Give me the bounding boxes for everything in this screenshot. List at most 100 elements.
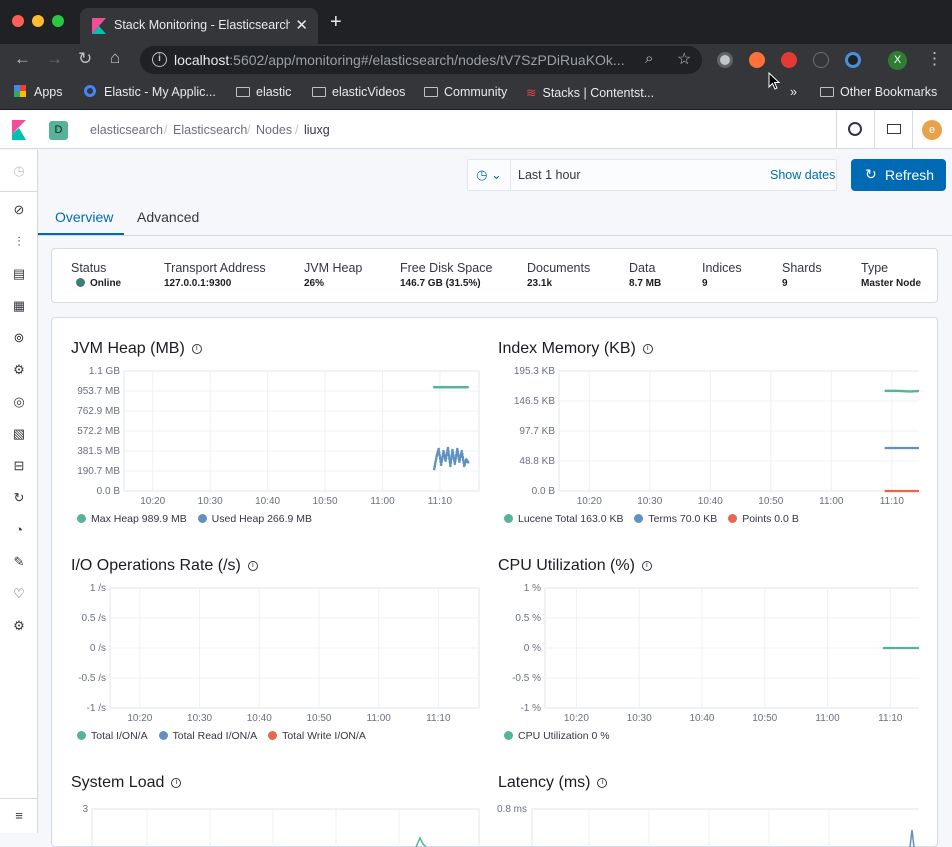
browser-tab[interactable]: Stack Monitoring - Elasticsearch ✕ — [80, 8, 318, 44]
data-point — [886, 489, 890, 493]
visualize-icon[interactable]: ⫶ — [17, 234, 21, 249]
newsfeed-mail-icon[interactable] — [887, 124, 901, 134]
bookmark-elasticvideos[interactable]: elasticVideos — [312, 85, 405, 99]
status-value: Online — [90, 278, 122, 289]
logs-icon[interactable]: ▧ — [12, 426, 26, 441]
apm-icon[interactable]: ⊟ — [13, 458, 25, 473]
zoom-icon[interactable]: ⌕ — [645, 50, 654, 67]
uptime-icon[interactable]: ↻ — [13, 490, 25, 505]
address-bar[interactable]: i localhost:5602/app/monitoring#/elastic… — [140, 46, 702, 74]
data-point — [458, 458, 462, 461]
legend-item-lucene-total[interactable]: Lucene Total 163.0 KB — [504, 513, 623, 525]
show-dates-link[interactable]: Show dates — [770, 168, 836, 182]
series-line-used-heap — [433, 447, 470, 470]
folder-icon — [820, 87, 834, 97]
collapse-nav-icon[interactable]: ≡ — [15, 808, 23, 823]
minimize-window-button[interactable] — [32, 15, 44, 27]
extension-info-icon[interactable] — [813, 52, 829, 68]
data-point — [916, 446, 919, 450]
data-point — [460, 452, 464, 456]
help-icon[interactable] — [848, 122, 862, 136]
info-icon[interactable]: i — [597, 778, 608, 788]
y-tick-label: 953.7 MB — [77, 386, 120, 397]
dev-tools-icon[interactable]: ✎ — [13, 554, 25, 569]
dashboard-icon[interactable]: ▤ — [12, 266, 26, 281]
data-point — [458, 460, 461, 463]
breadcrumb-elasticsearch-cluster[interactable]: elasticsearch — [90, 123, 163, 137]
elastic-circle-icon — [84, 85, 96, 97]
management-icon[interactable]: ⚙ — [13, 618, 25, 633]
info-icon[interactable]: i — [247, 561, 258, 571]
extension-orange-icon[interactable] — [749, 52, 765, 68]
data-point — [440, 458, 444, 461]
close-window-button[interactable] — [12, 15, 24, 27]
tab-overview[interactable]: Overview — [55, 209, 114, 225]
bookmark-elastic-my-applic[interactable]: Elastic - My Applic... — [84, 85, 216, 99]
stack-monitoring-icon[interactable]: ♡ — [13, 586, 25, 601]
canvas-icon[interactable]: ▦ — [12, 298, 26, 313]
user-avatar[interactable]: e — [922, 120, 942, 140]
discover-icon[interactable]: ⊘ — [13, 202, 25, 217]
profile-avatar[interactable]: X — [888, 51, 907, 70]
quick-menu-button[interactable]: ◷ ⌄ — [468, 160, 511, 190]
bookmark-elastic[interactable]: elastic — [236, 85, 291, 99]
data-point — [889, 446, 892, 450]
bookmark-star-icon[interactable]: ☆ — [677, 51, 692, 68]
space-avatar[interactable]: D — [49, 121, 68, 140]
data-point — [901, 446, 905, 450]
data-point — [906, 489, 909, 493]
legend-item-cpu-utilization[interactable]: CPU Utilization 0 % — [504, 730, 610, 742]
zoom-window-button[interactable] — [52, 15, 64, 27]
legend-item-total-io[interactable]: Total I/ON/A — [77, 730, 148, 742]
extension-grey-icon[interactable] — [717, 52, 733, 68]
other-bookmarks[interactable]: Other Bookmarks — [820, 85, 937, 99]
time-picker[interactable]: ◷ ⌄ Last 1 hour Show dates — [467, 159, 837, 191]
extension-blue-icon[interactable] — [845, 52, 861, 68]
recently-viewed-icon[interactable]: ◷ — [13, 163, 25, 178]
legend-item-points[interactable]: Points 0.0 B — [728, 513, 799, 525]
chart-title-latency: Latency (ms) i — [498, 774, 608, 792]
index-memory-chart: 195.3 KB 146.5 KB 97.7 KB 48.8 KB 0.0 B 10:20… — [514, 366, 919, 506]
data-point — [454, 456, 458, 460]
breadcrumb-nodes[interactable]: Nodes — [256, 123, 293, 137]
maps-icon[interactable]: ⊚ — [13, 330, 25, 345]
breadcrumb-elasticsearch[interactable]: Elasticsearch — [173, 123, 248, 137]
infrastructure-icon[interactable]: ◎ — [13, 394, 25, 409]
legend-item-used-heap[interactable]: Used Heap 266.9 MB — [197, 513, 312, 525]
bookmark-apps[interactable]: Apps — [14, 85, 63, 99]
data-point — [918, 489, 919, 493]
info-icon[interactable]: i — [642, 344, 653, 354]
refresh-button[interactable]: ↻ Refresh — [851, 159, 946, 191]
data-point — [433, 465, 436, 468]
bookmark-stacks-contentstack[interactable]: ≋ Stacks | Contentst... — [526, 86, 655, 100]
extension-red-icon[interactable] — [781, 52, 797, 68]
legend-item-terms[interactable]: Terms 70.0 KB — [634, 513, 717, 525]
bookmarks-overflow-button[interactable]: » — [790, 85, 797, 99]
stat-data: Data 8.7 MB — [629, 261, 662, 289]
info-icon[interactable]: i — [191, 344, 202, 354]
forward-icon[interactable]: → — [46, 49, 63, 68]
site-info-icon[interactable]: i — [152, 52, 167, 67]
siem-icon[interactable]: ◔ — [15, 522, 23, 537]
kibana-logo-icon[interactable] — [12, 120, 26, 140]
back-icon[interactable]: ← — [14, 49, 31, 68]
bookmark-community[interactable]: Community — [424, 85, 507, 99]
tab-advanced[interactable]: Advanced — [137, 209, 200, 225]
y-tick-label: 0.5 % — [515, 613, 541, 624]
machine-learning-icon[interactable]: ⚙ — [13, 362, 25, 377]
info-icon[interactable]: i — [641, 561, 652, 571]
browser-menu-icon[interactable]: ⋮ — [926, 49, 943, 68]
active-tab-indicator — [38, 233, 124, 235]
time-range-label[interactable]: Last 1 hour — [518, 168, 581, 182]
close-tab-icon[interactable]: ✕ — [295, 17, 308, 34]
legend-item-total-write-io[interactable]: Total Write I/ON/A — [268, 730, 366, 742]
new-tab-button[interactable]: + — [330, 11, 342, 33]
reload-icon[interactable]: ↻ — [78, 49, 93, 68]
home-icon[interactable]: ⌂ — [110, 48, 121, 67]
info-icon[interactable]: i — [171, 778, 182, 788]
stat-documents: Documents 23.1k — [527, 261, 591, 289]
x-tick-label: 11:10 — [878, 713, 903, 723]
legend-item-total-read-io[interactable]: Total Read I/ON/A — [158, 730, 257, 742]
legend-item-max-heap[interactable]: Max Heap 989.9 MB — [77, 513, 187, 525]
data-point — [918, 446, 919, 450]
